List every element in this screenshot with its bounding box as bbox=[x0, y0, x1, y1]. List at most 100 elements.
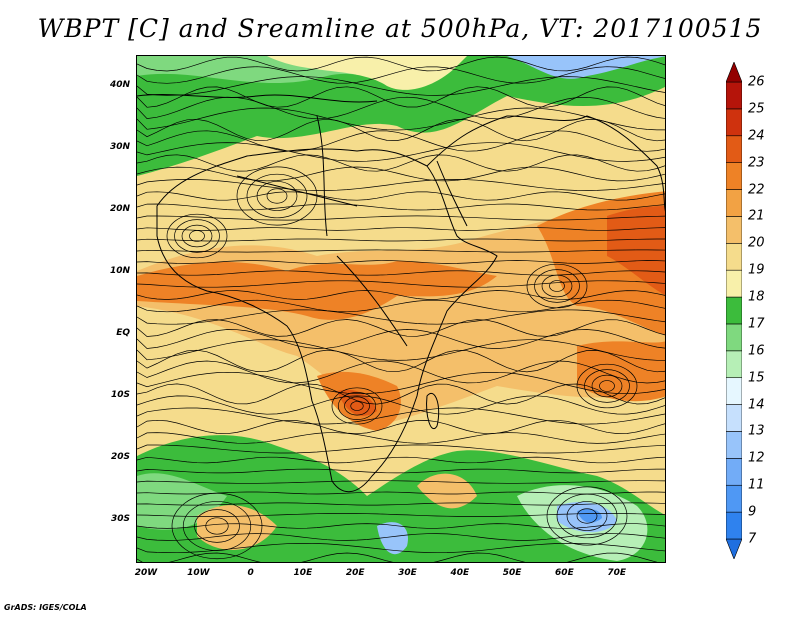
lat-label: 40N bbox=[109, 80, 130, 90]
lon-label: 10W bbox=[187, 568, 210, 578]
streamline bbox=[137, 319, 665, 337]
lon-label: 50E bbox=[502, 568, 522, 578]
colorbar-swatch bbox=[726, 242, 742, 271]
streamline-vortex bbox=[546, 486, 628, 546]
colorbar-swatch bbox=[726, 484, 742, 513]
streamline bbox=[137, 432, 665, 444]
lat-label: 20S bbox=[110, 452, 130, 462]
colorbar-swatch bbox=[726, 108, 742, 137]
colorbar-swatch bbox=[726, 511, 742, 540]
streamline-vortex bbox=[246, 173, 308, 219]
streamline-vortex bbox=[171, 492, 263, 560]
colorbar-tick-label: 23 bbox=[748, 155, 765, 171]
streamline bbox=[137, 191, 665, 201]
streamline bbox=[137, 215, 665, 221]
colorbar-tick-label: 12 bbox=[748, 450, 765, 466]
streamline bbox=[137, 203, 665, 211]
streamline bbox=[137, 56, 665, 72]
streamline bbox=[137, 238, 665, 242]
colorbar-tick-label: 22 bbox=[748, 182, 765, 198]
lat-label: 10S bbox=[110, 390, 130, 400]
streamline-vortex bbox=[194, 509, 240, 543]
field-orange-band bbox=[137, 201, 665, 426]
map-plot-area[interactable] bbox=[136, 55, 666, 563]
streamline-vortex bbox=[181, 224, 213, 248]
streamline-vortex bbox=[350, 401, 364, 411]
streamline bbox=[137, 383, 665, 405]
map-canvas bbox=[137, 56, 665, 562]
colorbar-tick-label: 11 bbox=[748, 477, 765, 493]
streamline-vortex bbox=[236, 166, 318, 226]
coastline-red-sea bbox=[436, 160, 468, 227]
colorbar-tick-label: 21 bbox=[748, 208, 765, 224]
lat-label: 30N bbox=[109, 142, 130, 152]
streamline-vortex bbox=[526, 263, 588, 309]
colorbar-tick-label: 16 bbox=[748, 343, 765, 359]
field-north-green bbox=[137, 56, 665, 176]
colorbar-tick-label: 20 bbox=[748, 235, 765, 251]
lat-label: 10N bbox=[109, 266, 130, 276]
streamline bbox=[137, 491, 665, 495]
software-credit: GrADS: IGES/COLA bbox=[4, 603, 87, 612]
streamline bbox=[137, 154, 665, 172]
streamline bbox=[137, 444, 665, 454]
streamline bbox=[137, 542, 665, 554]
colorbar-swatch bbox=[726, 431, 742, 459]
streamline bbox=[137, 523, 665, 529]
streamline bbox=[137, 419, 665, 435]
streamline bbox=[137, 249, 665, 253]
lon-label: 40E bbox=[450, 568, 470, 578]
streamline-vortex bbox=[337, 392, 377, 420]
colorbar bbox=[726, 62, 742, 559]
colorbar-tick-label: 9 bbox=[748, 504, 757, 520]
field-warm-southeast bbox=[577, 341, 665, 402]
lon-label: 30E bbox=[398, 568, 417, 578]
coastlines-layer bbox=[137, 94, 665, 493]
streamline-vortex bbox=[576, 508, 598, 524]
streamline bbox=[137, 371, 665, 395]
colorbar-tick-label: 7 bbox=[748, 531, 757, 547]
streamline bbox=[137, 468, 665, 474]
lon-label: 20E bbox=[345, 568, 365, 578]
border-line bbox=[316, 115, 328, 237]
lon-label: 10E bbox=[293, 568, 313, 578]
border-line bbox=[236, 175, 358, 207]
streamline bbox=[137, 260, 665, 264]
coastline-arabia bbox=[426, 115, 665, 212]
colorbar-swatch bbox=[726, 377, 742, 405]
colorbar-swatch bbox=[726, 458, 742, 486]
streamline bbox=[137, 270, 665, 276]
streamline bbox=[137, 66, 665, 84]
colorbar-swatch bbox=[726, 216, 742, 244]
colorbar-swatch bbox=[726, 162, 742, 190]
colorbar-swatch bbox=[726, 323, 742, 352]
streamline bbox=[137, 130, 665, 152]
colorbar-tick-label: 15 bbox=[748, 370, 765, 386]
colorbar-swatch bbox=[726, 189, 742, 217]
streamline bbox=[137, 86, 665, 108]
streamline-vortex bbox=[344, 396, 370, 416]
streamline-vortex bbox=[534, 269, 580, 303]
streamline-vortex bbox=[599, 380, 615, 392]
streamline bbox=[137, 533, 665, 541]
chart-title: WBPT [C] and Sreamline at 500hPa, VT: 20… bbox=[37, 14, 763, 43]
streamline bbox=[137, 360, 665, 384]
streamline bbox=[137, 339, 665, 361]
lon-label: 60E bbox=[555, 568, 574, 578]
streamline bbox=[137, 179, 665, 191]
colorbar-swatch bbox=[726, 296, 742, 325]
streamline-vortex bbox=[591, 374, 623, 398]
streamline bbox=[137, 166, 665, 182]
colorbar-swatch bbox=[726, 269, 742, 298]
streamline-vortex bbox=[331, 387, 383, 425]
streamline-vortex bbox=[205, 517, 229, 535]
streamline-vortex bbox=[182, 501, 252, 551]
streamline bbox=[137, 513, 665, 517]
lon-label: 70E bbox=[607, 568, 627, 578]
streamline-vortex bbox=[566, 501, 608, 531]
streamline bbox=[137, 290, 665, 300]
colorbar-high-arrow bbox=[726, 62, 742, 83]
streamline bbox=[137, 456, 665, 464]
coastline-madagascar bbox=[426, 393, 440, 429]
streamline bbox=[137, 227, 665, 231]
